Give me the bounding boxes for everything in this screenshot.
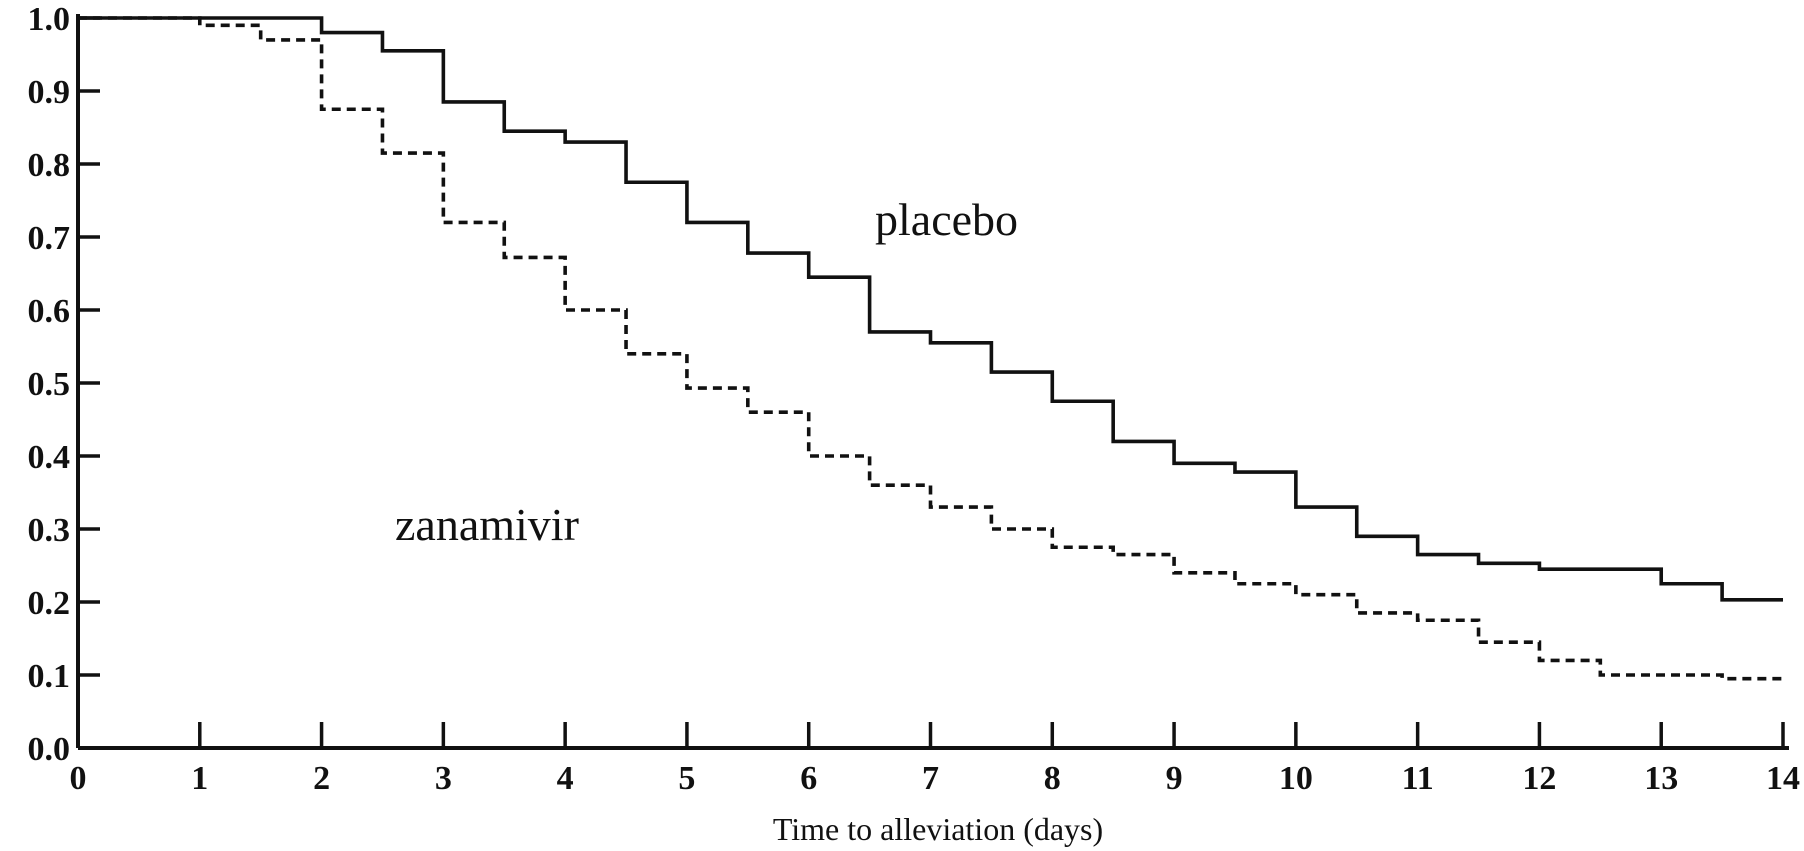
x-tick-label: 12 bbox=[1522, 760, 1556, 797]
y-tick-label: 0.1 bbox=[28, 658, 71, 695]
y-tick-label: 0.5 bbox=[28, 366, 71, 403]
x-tick-label: 6 bbox=[800, 760, 817, 797]
x-tick-label: 14 bbox=[1766, 760, 1800, 797]
series-label-zanamivir: zanamivir bbox=[395, 499, 579, 550]
x-tick-label: 3 bbox=[435, 760, 452, 797]
y-tick-label: 0.8 bbox=[28, 147, 71, 184]
x-tick-label: 11 bbox=[1402, 760, 1434, 797]
x-tick-label: 0 bbox=[70, 760, 87, 797]
y-tick-label: 0.9 bbox=[28, 74, 71, 111]
y-tick-label: 0.4 bbox=[28, 439, 71, 476]
x-tick-label: 7 bbox=[922, 760, 939, 797]
series-layer bbox=[78, 16, 1785, 683]
y-tick-label: 1.0 bbox=[28, 1, 71, 38]
y-tick-label: 0.0 bbox=[28, 731, 71, 768]
series-label-placebo: placebo bbox=[875, 194, 1018, 245]
x-tick-label: 10 bbox=[1279, 760, 1313, 797]
x-tick-label: 13 bbox=[1644, 760, 1678, 797]
y-tick-label: 0.3 bbox=[28, 512, 71, 549]
series-line-zanamivir bbox=[78, 16, 1785, 683]
x-tick-label: 1 bbox=[191, 760, 208, 797]
y-tick-label: 0.2 bbox=[28, 585, 71, 622]
x-tick-label: 2 bbox=[313, 760, 330, 797]
y-tick-label: 0.6 bbox=[28, 293, 71, 330]
x-tick-label: 8 bbox=[1044, 760, 1061, 797]
x-axis-title: Time to alleviation (days) bbox=[773, 811, 1103, 847]
x-tick-label: 5 bbox=[678, 760, 695, 797]
x-tick-label: 4 bbox=[557, 760, 574, 797]
label-layer: 0 1 2 3 4 5 6 7 8 9 10 11 12 13 140.00.10.20.30.40.50.… bbox=[28, 1, 1801, 797]
y-tick-label: 0.7 bbox=[28, 220, 71, 257]
x-tick-label: 9 bbox=[1166, 760, 1183, 797]
series-line-placebo bbox=[78, 16, 1783, 602]
axes-layer bbox=[76, 14, 1789, 750]
